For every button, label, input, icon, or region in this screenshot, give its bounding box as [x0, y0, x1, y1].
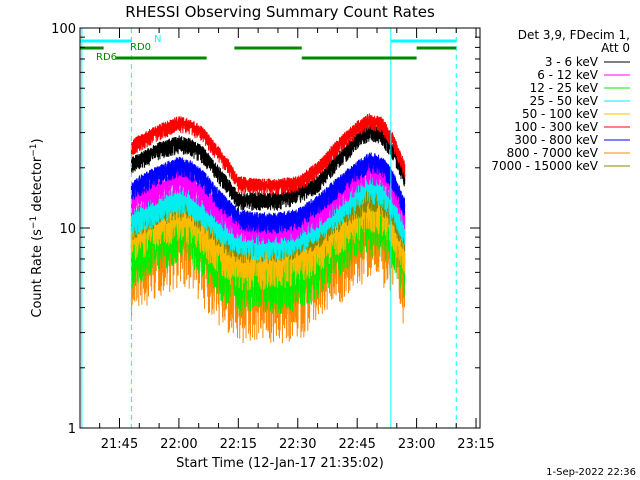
- footer-date: 1-Sep-2022 22:36: [546, 467, 636, 478]
- legend-label-3: 25 - 50 keV: [530, 94, 599, 108]
- legend-label-6: 300 - 800 keV: [514, 133, 598, 147]
- x-axis-label: Start Time (12-Jan-17 21:35:02): [176, 456, 384, 471]
- flag-n-label: N: [154, 34, 161, 45]
- chart-title: RHESSI Observing Summary Count Rates: [125, 3, 435, 21]
- series-layer: [130, 113, 406, 344]
- legend-label-1: 6 - 12 keV: [537, 68, 599, 82]
- x-tick-label-23:00: 23:00: [398, 437, 435, 452]
- x-tick-label-23:15: 23:15: [457, 437, 494, 452]
- y-axis-label-exp1: −1: [29, 216, 39, 229]
- x-tick-label-21:45: 21:45: [101, 437, 138, 452]
- x-tick-label-22:00: 22:00: [160, 437, 197, 452]
- legend-label-7: 800 - 7000 keV: [507, 146, 599, 160]
- y-tick-label-10: 10: [59, 222, 76, 237]
- series-300-800-keV-line: [130, 152, 406, 234]
- legend-label-5: 100 - 300 keV: [514, 120, 598, 134]
- x-tick-label-22:15: 22:15: [220, 437, 257, 452]
- flag-rd6-label: RD6: [96, 52, 117, 63]
- y-axis-label-mid: detector: [30, 156, 45, 216]
- legend-header-line1: Det 3,9, FDecim 1,: [518, 28, 630, 42]
- y-axis-label-end: ): [30, 138, 45, 143]
- y-axis-label: Count Rate (s−1 detector−1): [29, 138, 45, 317]
- y-tick-label-1: 1: [68, 422, 76, 437]
- axis-layer: 1 10 100 21:45 22:00 22:15 22:30 22:45 23:00 23:1…: [51, 22, 495, 452]
- series-3-6-keV-line: [130, 123, 406, 211]
- x-tick-label-22:30: 22:30: [279, 437, 316, 452]
- flag-rd0-label: RD0: [130, 42, 151, 53]
- series-100-300-keV-line: [130, 113, 406, 196]
- y-axis-label-exp2: −1: [29, 143, 39, 156]
- legend-header-line2: Att 0: [601, 41, 630, 55]
- y-tick-label-100: 100: [51, 22, 76, 37]
- legend-label-2: 12 - 25 keV: [530, 81, 599, 95]
- legend-label-0: 3 - 6 keV: [545, 55, 599, 69]
- x-tick-label-22:45: 22:45: [338, 437, 375, 452]
- legend-label-8: 7000 - 15000 keV: [491, 159, 598, 173]
- legend-label-4: 50 - 100 keV: [522, 107, 599, 121]
- y-axis-label-main: Count Rate (s: [30, 229, 45, 318]
